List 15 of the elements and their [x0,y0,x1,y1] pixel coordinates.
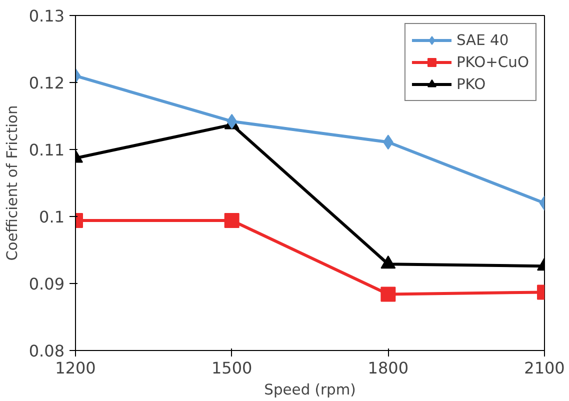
y-tick-label: 0.11 [28,140,64,160]
y-axis-title: Coefficient of Friction [4,105,21,261]
y-tick-label: 0.13 [28,6,64,26]
y-tick-label: 0.09 [28,274,64,294]
x-tick-label: 1800 [368,358,409,378]
legend-label: SAE 40 [456,32,509,48]
x-tick-label: 2100 [524,358,565,378]
y-tick-label: 0.08 [28,342,64,360]
legend-label: PKO [456,76,486,92]
y-tick-label: 0.12 [28,74,64,92]
y-tick-label: 0.1 [39,208,65,226]
legend-label: PKO+CuO [456,54,529,70]
x-tick-label: 1500 [211,358,252,378]
x-tick-label: 1200 [55,358,96,378]
x-axis-title: Speed (rpm) [264,382,356,398]
